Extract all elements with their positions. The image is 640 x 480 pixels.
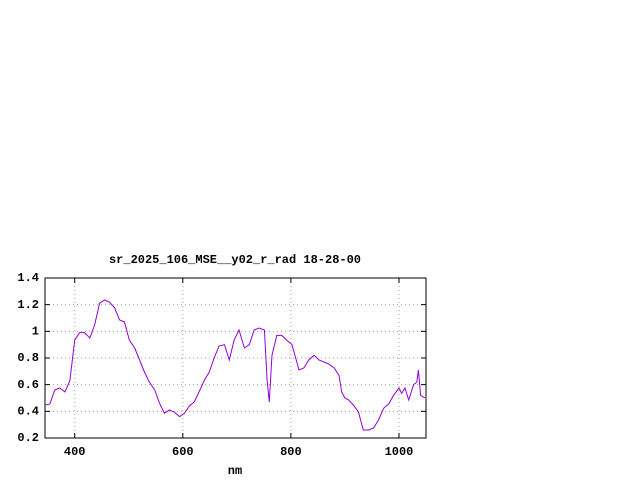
x-tick-label: 1000 [385,445,414,459]
chart-title: sr_2025_106_MSE__y02_r_rad 18-28-00 [109,253,361,267]
y-tick-label: 0.4 [17,405,39,419]
y-tick-label: 0.2 [17,431,39,445]
y-tick-label: 0.8 [17,351,39,365]
plot-frame [44,277,427,439]
y-tick-label: 0.6 [17,378,39,392]
data-line [44,299,426,431]
y-tick-label: 1 [32,325,39,339]
x-tick-label: 400 [64,445,86,459]
x-tick-label: 800 [280,445,302,459]
x-tick-label: 600 [172,445,194,459]
y-tick-label: 1.2 [17,298,39,312]
x-axis-label: nm [228,464,242,478]
y-tick-label: 1.4 [17,271,39,285]
